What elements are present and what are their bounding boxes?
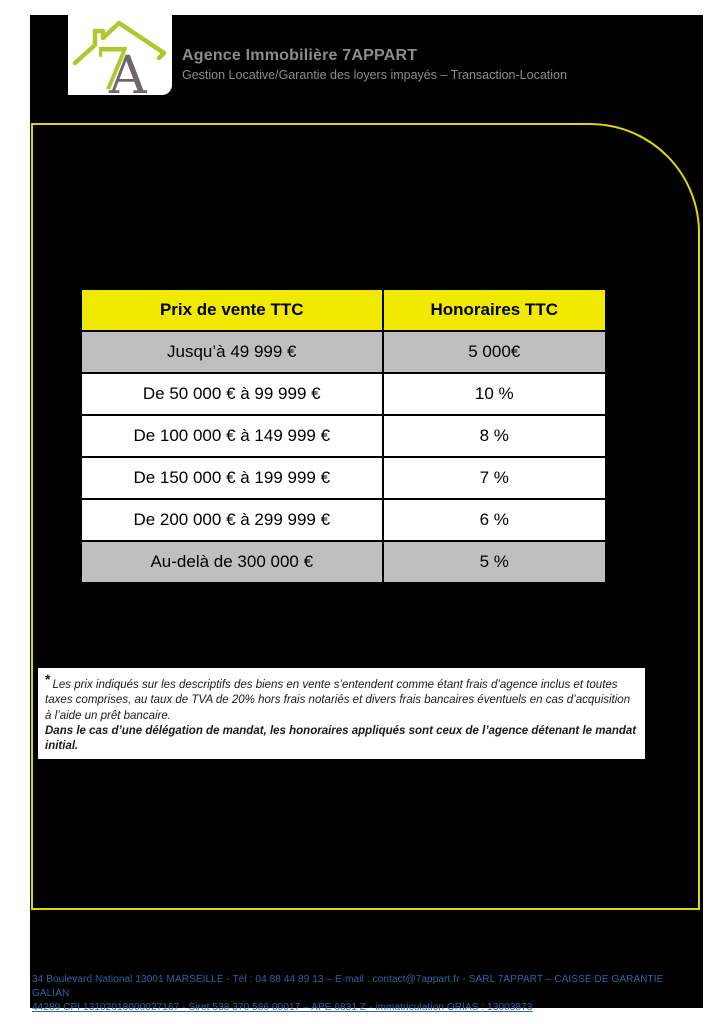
footnote-box: * Les prix indiqués sur les descriptifs d…: [36, 666, 647, 762]
fee-cell: 5 %: [381, 540, 608, 585]
table-row: De 100 000 € à 149 999 € 8 %: [79, 414, 608, 458]
table-row: De 200 000 € à 299 999 € 6 %: [79, 498, 608, 542]
fees-table: Prix de vente TTC Honoraires TTC Jusqu’à…: [79, 287, 608, 585]
footer-legal-block: 34 Boulevard National 13001 MARSEILLE - …: [32, 973, 702, 1015]
price-cell: De 50 000 € à 99 999 €: [79, 372, 384, 416]
house-roof-shape: [72, 20, 167, 66]
column-header-fee: Honoraires TTC: [381, 287, 608, 332]
agency-logo: A 7: [68, 14, 172, 106]
yellow-rounded-frame: [31, 123, 700, 910]
footer-registration-line: 44289 CPI 13102018000027167 - Siret 538 …: [32, 1002, 533, 1013]
footer-address-line: 34 Boulevard National 13001 MARSEILLE - …: [32, 974, 664, 999]
table-header-row: Prix de vente TTC Honoraires TTC: [79, 287, 608, 332]
fee-cell: 10 %: [381, 372, 608, 416]
agency-title: Agence Immobilière 7APPART: [182, 47, 418, 64]
header-text-block: Agence Immobilière 7APPART Gestion Locat…: [182, 47, 567, 82]
table-row: Jusqu’à 49 999 € 5 000€: [79, 330, 608, 374]
agency-subtitle: Gestion Locative/Garantie des loyers imp…: [182, 68, 567, 82]
fee-cell: 6 %: [381, 498, 608, 542]
price-cell: Jusqu’à 49 999 €: [79, 330, 384, 374]
price-cell: De 200 000 € à 299 999 €: [79, 498, 384, 542]
column-header-price: Prix de vente TTC: [79, 287, 384, 332]
table-row: De 150 000 € à 199 999 € 7 %: [79, 456, 608, 500]
logo-digit-seven: 7: [94, 35, 131, 95]
price-cell: Au-delà de 300 000 €: [79, 540, 384, 585]
house-7a-logo-icon: A 7: [72, 20, 167, 106]
footnote-text: Les prix indiqués sur les descriptifs de…: [45, 679, 631, 722]
table-row: De 50 000 € à 99 999 € 10 %: [79, 372, 608, 416]
price-cell: De 100 000 € à 149 999 €: [79, 414, 384, 458]
footnote-asterisk: *: [45, 671, 51, 687]
fee-cell: 8 %: [381, 414, 608, 458]
footnote-bold-text: Dans le cas d’une délégation de mandat, …: [45, 724, 637, 753]
fee-cell: 5 000€: [381, 330, 608, 374]
fee-cell: 7 %: [381, 456, 608, 500]
table-row: Au-delà de 300 000 € 5 %: [79, 540, 608, 585]
price-cell: De 150 000 € à 199 999 €: [79, 456, 384, 500]
